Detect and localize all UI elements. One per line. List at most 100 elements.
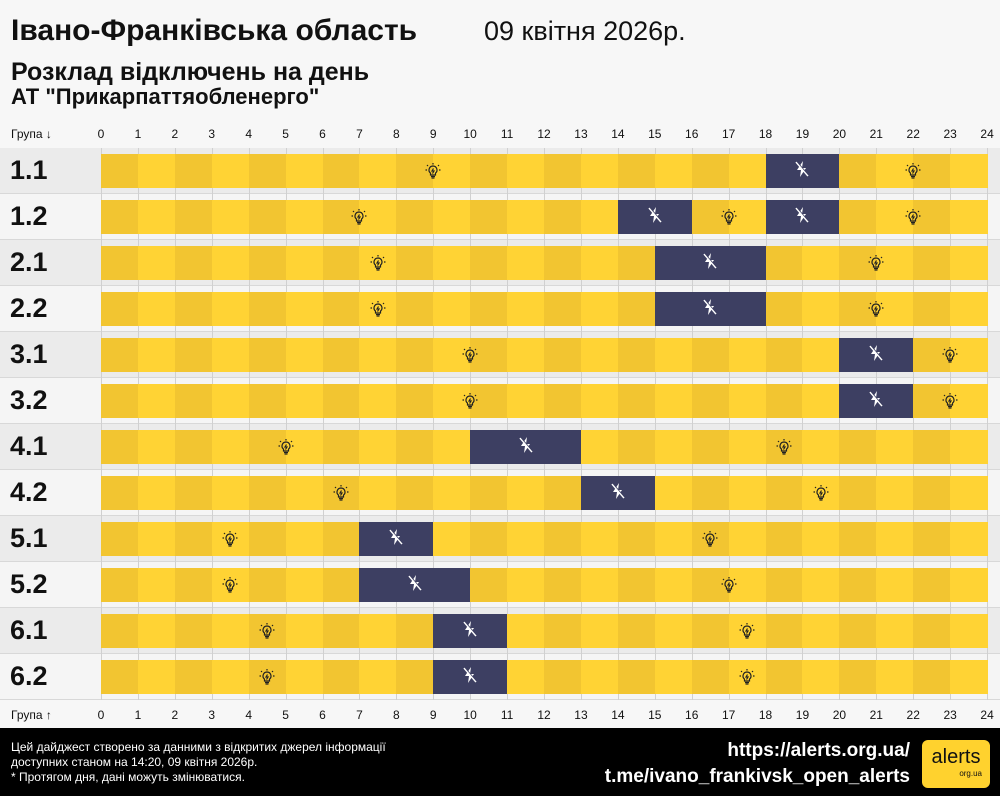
- lightbulb-icon: [775, 438, 793, 456]
- website-link[interactable]: https://alerts.org.ua/: [727, 740, 910, 761]
- power-on-hour: [876, 522, 914, 556]
- outage-block: [839, 384, 914, 418]
- power-on-hour: [101, 522, 139, 556]
- power-on-hour: [248, 338, 287, 372]
- power-on-hour: [950, 200, 988, 234]
- power-on-hour: [876, 200, 914, 234]
- lightbulb-icon: [221, 576, 239, 594]
- hour-gridline: [987, 240, 989, 286]
- power-on-hour: [285, 200, 323, 234]
- power-on-hour: [137, 246, 176, 280]
- power-on-hour: [433, 522, 471, 556]
- power-on-hour: [248, 522, 287, 556]
- no-power-icon: [517, 436, 535, 459]
- hour-axis-bottom: Група ↑ 0 1 2 3 4 5 6 7 8 9 10 11 12 13 14 15 16 17 18 19 20…: [0, 703, 1000, 727]
- lightbulb-icon: [277, 438, 295, 456]
- telegram-link[interactable]: t.me/ivano_frankivsk_open_alerts: [604, 766, 910, 787]
- lightbulb-icon: [221, 530, 239, 548]
- power-on-hour: [950, 338, 988, 372]
- power-on-hour: [285, 384, 323, 418]
- power-on-hour: [285, 476, 323, 510]
- power-on-hour: [396, 200, 434, 234]
- power-on-hour: [137, 292, 176, 326]
- logo-subtext: org.ua: [959, 769, 982, 778]
- lightbulb-icon: [424, 162, 442, 180]
- power-on-hour: [617, 660, 656, 694]
- alerts-logo: alerts org.ua: [922, 740, 990, 788]
- power-on-hour: [544, 522, 582, 556]
- hour-axis-top: Група ↓ 0 1 2 3 4 5 6 7 8 9 10 11 12 13 14 15 16 17 18 19 20…: [0, 122, 1000, 146]
- power-on-hour: [802, 430, 840, 464]
- power-on-hour: [248, 568, 287, 602]
- hour-gridline: [987, 194, 989, 240]
- schedule-bar: [101, 568, 988, 602]
- hour-tick: 16: [685, 127, 699, 141]
- power-on-hour: [950, 614, 988, 648]
- outage-block: [765, 154, 840, 188]
- power-on-hour: [101, 200, 139, 234]
- power-on-hour: [174, 154, 213, 188]
- outage-block: [359, 568, 471, 602]
- power-on-hour: [137, 200, 176, 234]
- footer: Цей дайджест створено за данними з відкр…: [0, 728, 1000, 796]
- power-on-hour: [285, 614, 323, 648]
- hour-tick: 5: [282, 127, 289, 141]
- group-sort-label: Група ↑: [11, 708, 52, 722]
- power-on-hour: [580, 292, 619, 326]
- power-on-hour: [691, 200, 730, 234]
- power-on-hour: [544, 384, 582, 418]
- power-on-hour: [285, 522, 323, 556]
- power-on-hour: [876, 246, 914, 280]
- lightbulb-icon: [461, 346, 479, 364]
- power-on-hour: [174, 614, 213, 648]
- power-on-hour: [839, 660, 877, 694]
- power-on-hour: [433, 246, 471, 280]
- group-label: 3.2: [10, 385, 48, 415]
- group-label: 4.2: [10, 477, 48, 507]
- power-on-hour: [765, 246, 803, 280]
- lightbulb-icon: [941, 346, 959, 364]
- lightbulb-icon: [941, 392, 959, 410]
- group-label: 5.1: [10, 523, 48, 553]
- group-row: 6.1: [0, 608, 1000, 654]
- power-on-hour: [580, 660, 619, 694]
- power-on-hour: [728, 476, 767, 510]
- power-on-hour: [174, 200, 213, 234]
- power-on-hour: [950, 660, 988, 694]
- power-on-hour: [617, 292, 656, 326]
- hour-tick: 14: [611, 127, 625, 141]
- power-on-hour: [580, 200, 619, 234]
- no-power-icon: [701, 298, 719, 321]
- hour-tick: 15: [648, 127, 662, 141]
- power-on-hour: [248, 430, 287, 464]
- lightbulb-icon: [350, 208, 368, 226]
- power-on-hour: [839, 246, 877, 280]
- hour-tick: 13: [574, 708, 588, 722]
- group-label: 3.1: [10, 339, 48, 369]
- outage-block: [839, 338, 914, 372]
- power-on-hour: [433, 338, 471, 372]
- power-on-hour: [174, 476, 213, 510]
- power-on-hour: [876, 476, 914, 510]
- lightbulb-icon: [258, 622, 276, 640]
- no-power-icon: [867, 390, 885, 413]
- power-on-hour: [211, 384, 250, 418]
- schedule-bar: [101, 476, 988, 510]
- power-on-hour: [839, 568, 877, 602]
- power-on-hour: [913, 614, 951, 648]
- group-row: 6.2: [0, 654, 1000, 700]
- power-on-hour: [544, 660, 582, 694]
- power-on-hour: [913, 476, 951, 510]
- power-on-hour: [950, 522, 988, 556]
- power-on-hour: [101, 384, 139, 418]
- power-on-hour: [544, 154, 582, 188]
- power-on-hour: [470, 338, 508, 372]
- power-on-hour: [580, 568, 619, 602]
- schedule-bar: [101, 246, 988, 280]
- group-row: 3.2: [0, 378, 1000, 424]
- power-on-hour: [359, 384, 397, 418]
- power-on-hour: [433, 292, 471, 326]
- company-name: АТ "Прикарпаттяобленерго": [11, 84, 320, 109]
- power-on-hour: [433, 476, 471, 510]
- hour-tick: 3: [208, 708, 216, 722]
